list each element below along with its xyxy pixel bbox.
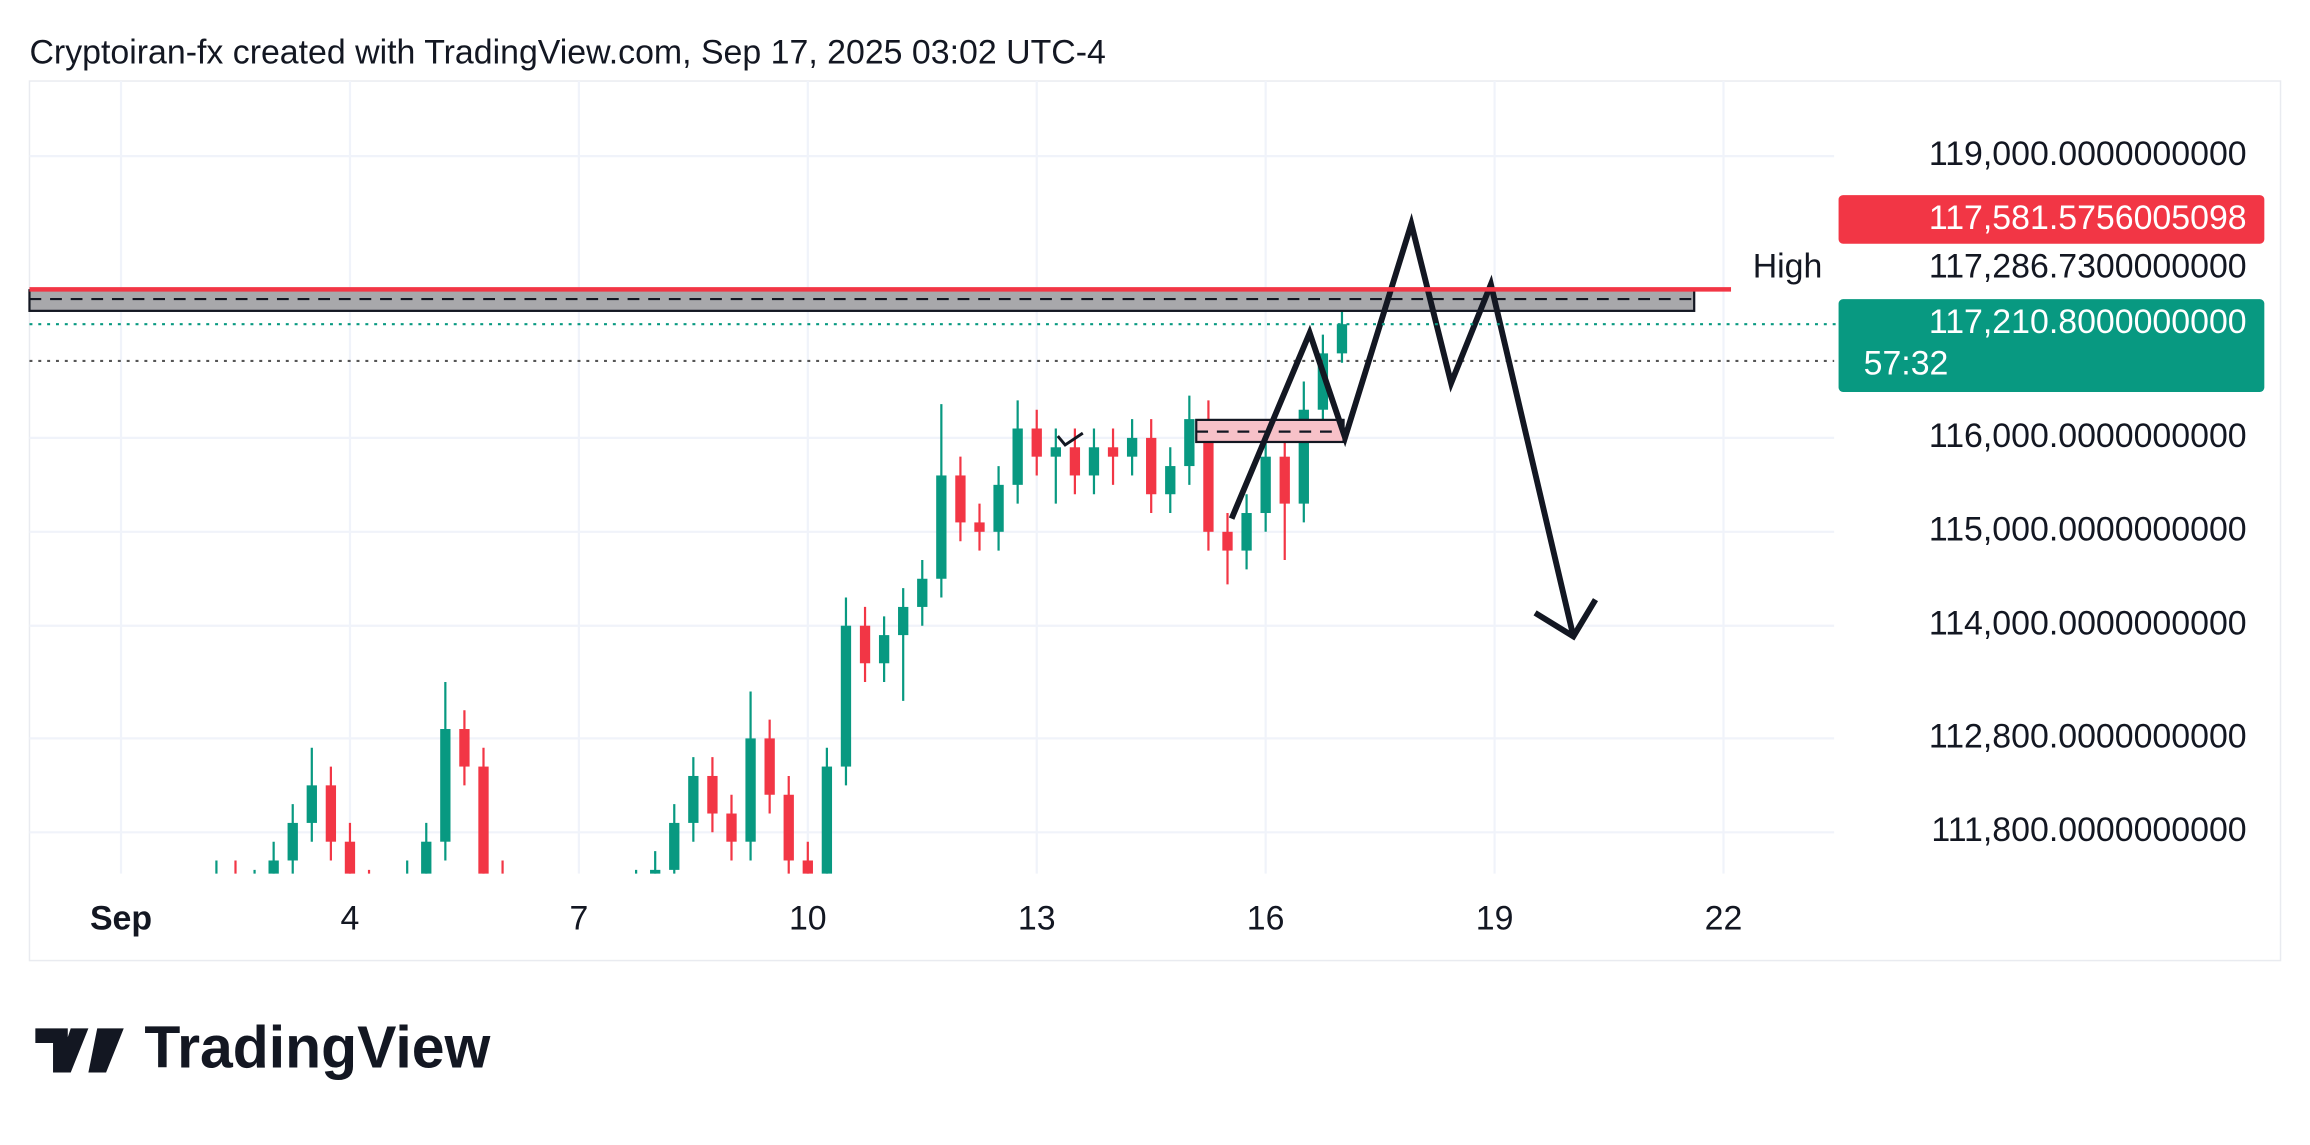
candle-body bbox=[1031, 428, 1042, 457]
candle-body bbox=[1317, 353, 1329, 410]
candle-body bbox=[802, 860, 813, 874]
y-tick-label: 116,000.0000000000 bbox=[1929, 417, 2247, 455]
candle-body bbox=[955, 475, 966, 523]
candle-body bbox=[230, 879, 240, 907]
logo: TradingView bbox=[35, 1015, 490, 1080]
candle-body bbox=[688, 775, 699, 823]
x-tick-label: 10 bbox=[789, 900, 827, 938]
candle-body bbox=[383, 907, 393, 916]
price-labels: Sep 4 7 10 13 16 19 22 119,000.0000000000 116,000… bbox=[29, 135, 2265, 938]
candle-body bbox=[707, 775, 718, 814]
candle-body bbox=[726, 813, 737, 842]
y-tick-label: 115,000.0000000000 bbox=[1929, 511, 2247, 549]
candle-body bbox=[821, 766, 833, 874]
candle-body bbox=[287, 822, 298, 861]
candle-body bbox=[478, 766, 489, 874]
candle-body bbox=[421, 841, 432, 874]
candle-body bbox=[898, 606, 909, 636]
chart-title: Cryptoiran-fx created with TradingView.c… bbox=[29, 33, 1105, 71]
candle-body bbox=[1107, 447, 1119, 457]
candle-body bbox=[1203, 419, 1214, 532]
candle-body bbox=[1222, 531, 1233, 551]
candles bbox=[192, 311, 1348, 945]
candle-body bbox=[1260, 456, 1271, 514]
candle-body bbox=[1184, 419, 1195, 467]
y-tick-label: 114,000.0000000000 bbox=[1929, 605, 2247, 643]
price-label-box bbox=[1838, 195, 2265, 244]
x-tick-label: Sep bbox=[90, 900, 152, 938]
candle-body bbox=[211, 879, 221, 898]
drawings bbox=[28, 213, 1835, 641]
candle-body bbox=[516, 917, 526, 936]
candle-body bbox=[536, 936, 546, 945]
price-label-name: High bbox=[1753, 247, 1823, 285]
candle-body bbox=[440, 729, 451, 842]
logo-mark bbox=[35, 1028, 124, 1073]
candle-body bbox=[1050, 447, 1061, 457]
candle-body bbox=[1146, 437, 1157, 495]
price-label: 117,210.8000000000 bbox=[1929, 303, 2247, 341]
countdown: 57:32 bbox=[1864, 344, 1949, 382]
arrow-head bbox=[1533, 598, 1599, 641]
candle-body bbox=[936, 475, 947, 579]
candle-body bbox=[1088, 447, 1100, 476]
candle-body bbox=[325, 785, 337, 842]
y-tick-label: 119,000.0000000000 bbox=[1929, 135, 2247, 173]
candle-body bbox=[1126, 437, 1138, 457]
candle-body bbox=[249, 889, 259, 908]
zone-rect bbox=[28, 289, 1696, 312]
candle-body bbox=[1279, 456, 1290, 504]
candle-body bbox=[840, 625, 852, 767]
price-label: 117,286.7300000000 bbox=[1929, 247, 2247, 285]
candle-body bbox=[631, 889, 641, 898]
candle-body bbox=[745, 738, 756, 842]
candle-body bbox=[612, 898, 622, 917]
y-tick-label: 112,800.0000000000 bbox=[1929, 717, 2247, 755]
x-tick-label: 4 bbox=[341, 900, 360, 938]
candle-body bbox=[364, 889, 374, 917]
candle-body bbox=[1298, 409, 1309, 504]
candle-body bbox=[764, 738, 775, 795]
candle-body bbox=[344, 841, 356, 874]
candle-body bbox=[555, 926, 565, 945]
y-tick-label: 111,800.0000000000 bbox=[1931, 811, 2246, 849]
x-tick-label: 19 bbox=[1476, 900, 1514, 938]
candle-body bbox=[402, 879, 412, 907]
candle-body bbox=[306, 785, 317, 823]
check-drawing bbox=[1056, 431, 1084, 447]
candle-body bbox=[268, 860, 279, 874]
x-tick-label: 13 bbox=[1018, 900, 1056, 938]
price-label: 117,581.5756005098 bbox=[1929, 199, 2247, 237]
grid bbox=[29, 81, 1835, 874]
chart-frame bbox=[28, 80, 2282, 962]
candle-body bbox=[593, 917, 603, 936]
zigzag-projection bbox=[1228, 213, 1577, 638]
candle-body bbox=[459, 729, 470, 767]
candle-body bbox=[1336, 324, 1348, 354]
candle-body bbox=[993, 484, 1004, 532]
candle-body bbox=[669, 822, 680, 870]
x-tick-label: 16 bbox=[1247, 900, 1285, 938]
candle-body bbox=[1241, 513, 1252, 551]
candle-body bbox=[878, 635, 890, 664]
candle-body bbox=[974, 522, 985, 532]
candle-body bbox=[497, 879, 507, 917]
price-label-box bbox=[1838, 299, 2265, 392]
candle-body bbox=[650, 869, 661, 874]
x-tick-label: 22 bbox=[1705, 900, 1743, 938]
x-tick-label: 7 bbox=[569, 900, 588, 938]
logo-text: TradingView bbox=[144, 1015, 490, 1080]
candle-body bbox=[1012, 428, 1023, 485]
candle-body bbox=[1165, 466, 1176, 495]
candle-body bbox=[917, 578, 928, 607]
candle-body bbox=[192, 898, 202, 907]
candle-body bbox=[783, 794, 794, 861]
candle-body bbox=[859, 625, 871, 664]
candle-body bbox=[1069, 447, 1081, 476]
